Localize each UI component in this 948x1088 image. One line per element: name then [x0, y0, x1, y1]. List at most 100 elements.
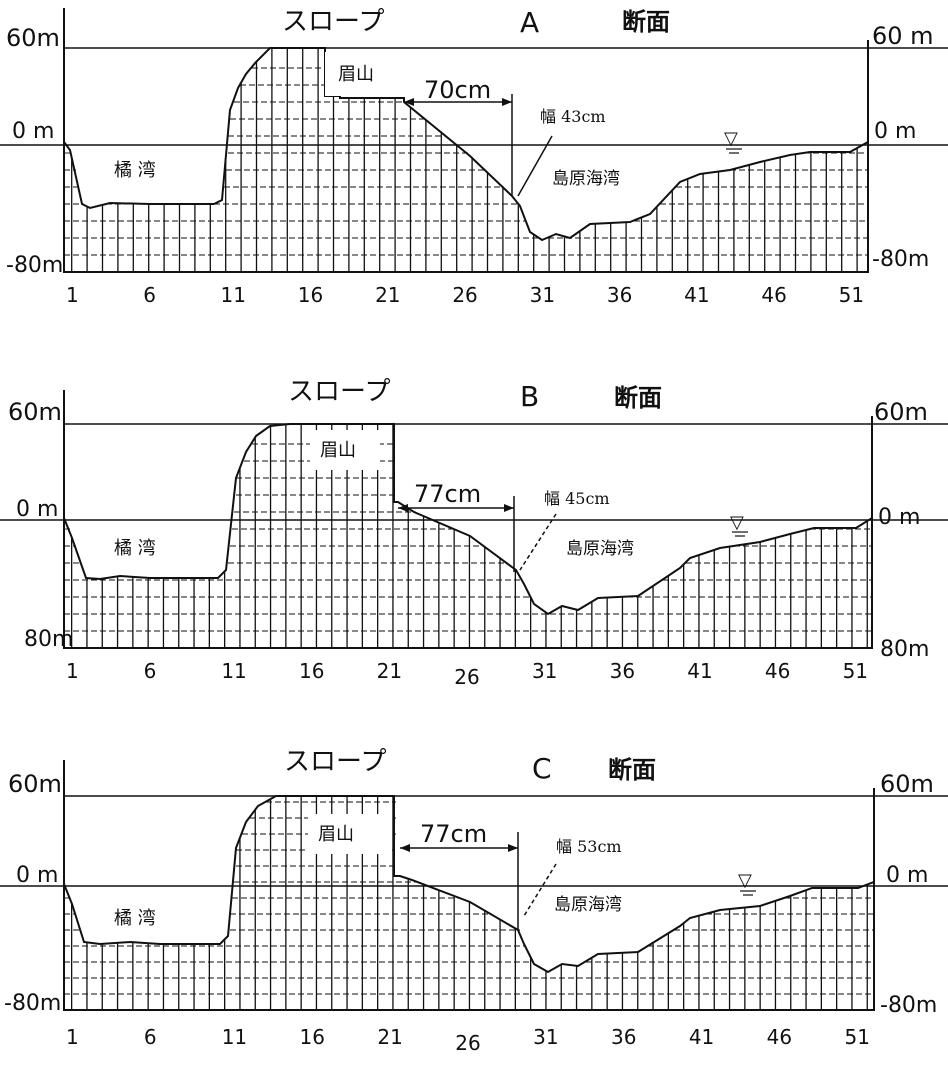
panel-a-distance-arrowhead-right: [502, 98, 512, 106]
panel-a-distance-arrowhead-left: [404, 98, 414, 106]
panel-c-left-mid-label: 0 m: [16, 863, 58, 888]
panel-c-title-suffix: 断面: [608, 755, 656, 784]
panel-a-x-tick-label: 6: [143, 283, 156, 307]
panel-b-right-top-label: 60m: [874, 398, 928, 426]
panel-b-x-tick-label: 36: [610, 659, 635, 683]
panel-c-svg: スロープ C 断面 60m 0 m -80m 60m 0 m -80m 1 6 11…: [0, 747, 948, 1055]
panel-a-title-letter: A: [520, 6, 539, 39]
panel-c-title-letter: C: [532, 752, 552, 785]
panel-b-x-tick-label: 26: [454, 665, 479, 689]
panel-c-x-ticks: 1 6 11 16 21 26 31 36 41 46 51: [66, 1025, 870, 1055]
panel-c-grid: [64, 796, 874, 1010]
panel-b-peak-label: 眉山: [320, 440, 356, 461]
panel-b-x-tick-label: 6: [144, 659, 157, 683]
panel-b-title-suffix: 断面: [614, 383, 662, 412]
panel-b-width-label: 幅 45cm: [544, 489, 610, 508]
panel-c-peak-label-box: [308, 814, 392, 854]
panel-c-x-tick-label: 41: [689, 1025, 714, 1049]
panel-a-x-tick-label: 41: [684, 283, 709, 307]
panel-b-distance-arrowhead-right: [504, 504, 514, 512]
panel-c-x-tick-label: 11: [222, 1025, 247, 1049]
panel-a-x-tick-label: 31: [530, 283, 555, 307]
panel-c-width-leader: [523, 863, 557, 917]
panel-b-distance-label: 77cm: [414, 480, 481, 508]
panel-b-x-tick-label: 51: [843, 659, 868, 683]
panel-b-bay-left-label: 橘 湾: [114, 538, 156, 559]
panel-a-bay-left-label: 橘 湾: [114, 160, 156, 181]
panel-c-x-tick-label: 26: [455, 1031, 480, 1055]
panel-a-water-level-icon: ▽: [724, 128, 738, 149]
panel-a-x-tick-label: 16: [298, 283, 323, 307]
panel-a-title-suffix: 断面: [622, 7, 670, 36]
panel-a-right-top-label: 60 m: [872, 22, 934, 50]
panel-a-x-tick-label: 46: [761, 283, 786, 307]
panel-a-width-leader: [517, 135, 553, 197]
panel-a-grid: [64, 48, 868, 272]
panel-a-x-tick-label: 11: [221, 283, 246, 307]
panel-a-right-mid-label: 0 m: [874, 119, 916, 144]
panel-c-right-top-label: 60m: [880, 770, 934, 798]
cross-section-panel-c: スロープ C 断面 60m 0 m -80m 60m 0 m -80m 1 6 11…: [0, 747, 948, 1088]
panel-a-width-label: 幅 43cm: [540, 107, 606, 126]
panel-a-peak-label-box: [325, 52, 403, 96]
panel-b-x-tick-label: 1: [66, 659, 79, 683]
panel-b-right-bottom-label: 80m: [880, 637, 929, 662]
panel-b-x-tick-label: 11: [221, 659, 246, 683]
panel-a-x-tick-label: 51: [839, 283, 864, 307]
panel-b-right-mid-label: 0 m: [878, 505, 920, 530]
panel-c-distance-arrowhead-left: [400, 844, 410, 852]
panel-c-peak-label: 眉山: [318, 824, 354, 845]
panel-b-x-tick-label: 41: [687, 659, 712, 683]
panel-b-left-top-label: 60m: [8, 398, 62, 426]
panel-c-x-tick-label: 31: [533, 1025, 558, 1049]
panel-c-width-label: 幅 53cm: [556, 837, 622, 856]
panel-b-svg: スロープ B 断面 60m 0 m 80m 60m 0 m 80m 1 6 11 16…: [0, 377, 948, 689]
panel-b-x-tick-label: 31: [532, 659, 557, 683]
panel-c-right-bottom-label: -80m: [880, 993, 937, 1018]
panel-b-title-letter: B: [520, 380, 539, 413]
panel-c-x-tick-label: 6: [144, 1025, 157, 1049]
panel-c-x-tick-label: 1: [66, 1025, 79, 1049]
panel-a-title-prefix: スロープ: [282, 7, 384, 37]
panel-c-water-level-icon: ▽: [738, 870, 752, 891]
panel-c-terrain-outline: [63, 795, 875, 1011]
panel-a-x-tick-label: 26: [452, 283, 477, 307]
panel-a-x-tick-label: 21: [375, 283, 400, 307]
panel-c-left-bottom-label: -80m: [4, 991, 61, 1016]
panel-b-width-leader: [519, 513, 557, 571]
panel-a-bay-right-label: 島原海湾: [552, 169, 620, 189]
panel-c-bay-right-label: 島原海湾: [554, 895, 622, 915]
panel-b-peak-label-box: [310, 430, 380, 470]
panel-b-terrain-outline: [63, 423, 873, 649]
panel-a-left-top-label: 60m: [6, 24, 60, 52]
panel-b-left-bottom-label: 80m: [24, 627, 73, 652]
panel-a-peak-label: 眉山: [338, 64, 374, 85]
panel-c-x-tick-label: 21: [377, 1025, 402, 1049]
panel-b-left-mid-label: 0 m: [16, 497, 58, 522]
cross-section-panel-b: スロープ B 断面 60m 0 m 80m 60m 0 m 80m 1 6 11 16…: [0, 372, 948, 712]
panel-a-left-bottom-label: -80m: [6, 253, 63, 278]
panel-a-distance-label: 70cm: [424, 76, 491, 104]
panel-c-right-mid-label: 0 m: [886, 863, 928, 888]
panel-a-terrain-outline: [63, 47, 869, 273]
panel-b-water-level-icon: ▽: [730, 512, 744, 533]
panel-c-x-tick-label: 36: [611, 1025, 636, 1049]
panel-b-distance-arrowhead-left: [398, 504, 408, 512]
panel-b-x-ticks: 1 6 11 16 21 26 31 36 41 46 51: [66, 659, 868, 689]
panel-b-x-tick-label: 16: [299, 659, 324, 683]
panel-c-left-top-label: 60m: [8, 770, 62, 798]
panel-a-x-tick-label: 1: [66, 283, 79, 307]
panel-a-left-mid-label: 0 m: [12, 119, 54, 144]
panel-b-title-prefix: スロープ: [288, 377, 390, 407]
panel-b-x-tick-label: 46: [765, 659, 790, 683]
panel-c-distance-label: 77cm: [420, 820, 487, 848]
panel-c-x-tick-label: 46: [767, 1025, 792, 1049]
panel-b-bay-right-label: 島原海湾: [566, 539, 634, 559]
panel-c-x-tick-label: 16: [300, 1025, 325, 1049]
panel-c-x-tick-label: 51: [845, 1025, 870, 1049]
panel-c-bay-left-label: 橘 湾: [114, 908, 156, 929]
panel-a-right-bottom-label: -80m: [872, 247, 929, 272]
panel-c-title-prefix: スロープ: [284, 747, 386, 777]
